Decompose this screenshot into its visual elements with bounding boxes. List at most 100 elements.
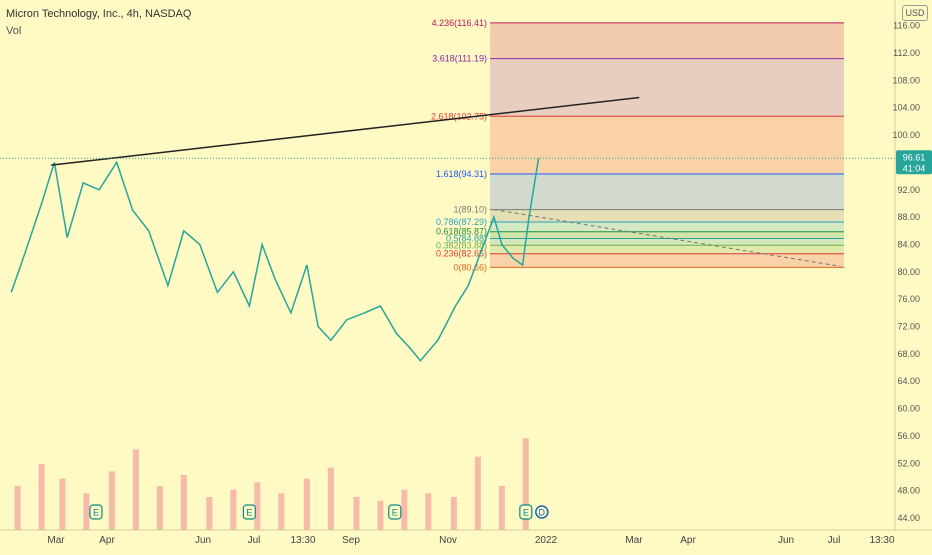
earnings-marker-label: E [246,508,252,518]
x-tick-label: Jun [778,535,794,546]
x-tick-label: Jul [828,535,841,546]
volume-bar [401,489,408,530]
dashed-trendline[interactable] [493,209,841,267]
fib-zone [490,173,844,210]
last-price-badge [896,150,932,175]
fib-level-label: 0.236(82.65) [436,249,487,259]
x-tick-label: Jun [195,535,211,546]
fib-level-label: 0(80.66) [453,262,487,272]
y-tick-label: 68.00 [897,349,920,359]
volume-bar [377,500,384,530]
earnings-marker-label: E [523,508,529,518]
dividend-marker[interactable] [535,505,549,519]
fib-zone [490,245,844,254]
volume-bar [156,486,163,530]
volume-bar [132,449,139,530]
x-tick-label: Apr [99,535,115,546]
y-tick-label: 60.00 [897,404,920,414]
volume-bar [450,497,457,530]
fib-level-label: 3.618(111.19) [432,54,487,64]
fib-level-label: 0.382(83.88) [436,240,487,250]
volume-bar [254,482,261,530]
fib-zone [490,238,844,246]
fib-zone [490,116,844,174]
volume-bar [353,497,360,530]
currency-button[interactable]: USD [902,5,928,21]
y-tick-label: 56.00 [897,431,920,441]
fib-level-label: 1(89.10) [453,205,487,215]
x-tick-label: Sep [342,535,360,546]
earnings-marker[interactable] [519,504,533,520]
y-tick-label: 80.00 [897,267,920,277]
y-tick-label: 108.00 [892,75,920,85]
drawings-layer[interactable] [51,96,841,267]
x-tick-label: 2022 [535,535,558,546]
chart-title: Micron Technology, Inc., 4h, NASDAQ [6,8,192,20]
trendline[interactable] [51,96,640,166]
earnings-marker[interactable] [388,504,402,520]
x-tick-label: Mar [47,535,65,546]
price-series-layer [10,158,540,362]
y-tick-label: 88.00 [897,212,920,222]
price-line [10,158,540,362]
x-tick-label: Nov [439,535,457,546]
fib-zone [490,253,844,268]
fib-level-label: 0.5(84.88) [446,233,487,243]
y-tick-label: 116.00 [893,21,920,31]
fib-level-label: 0.786(87.29) [436,217,487,227]
volume-bar [14,486,21,530]
volume-bar [303,478,310,530]
x-tick-label: Mar [625,535,643,546]
volume-bar [425,493,432,530]
y-tick-label: 104.00 [892,103,920,113]
volume-bar [474,456,481,530]
volume-layer [14,438,529,530]
x-tick-label: Jul [248,535,261,546]
fib-zone [490,22,844,59]
earnings-marker[interactable] [242,504,256,520]
fib-level-label: 1.618(94.31) [436,169,487,179]
y-tick-label: 76.00 [897,294,920,304]
volume-bar [206,497,213,530]
volume-bar [522,438,529,530]
y-tick-label: 84.00 [897,239,920,249]
fib-level-label: 4.236(116.41) [432,18,487,28]
y-tick-label: 44.00 [897,513,920,523]
fib-level-label: 2.618(102.75) [431,111,487,121]
fibonacci-retracement[interactable]: 0(80.66) 0.236(82.65)0.382(83.88)0.5(84.8… [431,18,844,272]
y-tick-label: 92.00 [897,185,920,195]
fib-zone [490,209,844,222]
y-tick-label: 100.00 [892,130,920,140]
bar-countdown: 41:04 [903,163,926,173]
fib-zone [490,221,844,232]
volume-bar [498,486,505,530]
earnings-marker-label: E [93,508,99,518]
volume-bar [230,489,237,530]
fib-level-label: 0.618(85.87) [436,227,487,237]
earnings-marker-label: E [392,508,398,518]
x-tick-label: Apr [680,535,696,546]
volume-bar [59,478,66,530]
last-price-value: 96.61 [903,152,926,162]
volume-bar [108,471,115,530]
volume-label: Vol [6,25,22,37]
y-tick-label: 112.00 [893,48,920,58]
fib-zone [490,58,844,117]
dividend-marker-label: D [539,508,546,518]
y-tick-label: 64.00 [897,376,920,386]
y-tick-label: 72.00 [897,322,920,332]
x-tick-label: 13:30 [869,535,894,546]
volume-bar [278,493,285,530]
volume-bar [180,475,187,530]
volume-bar [38,464,45,530]
y-tick-label: 52.00 [897,458,920,468]
volume-bar [327,467,334,530]
y-tick-label: 48.00 [897,486,920,496]
earnings-marker[interactable] [89,504,103,520]
fib-zone [490,231,844,239]
volume-bar [83,493,90,530]
